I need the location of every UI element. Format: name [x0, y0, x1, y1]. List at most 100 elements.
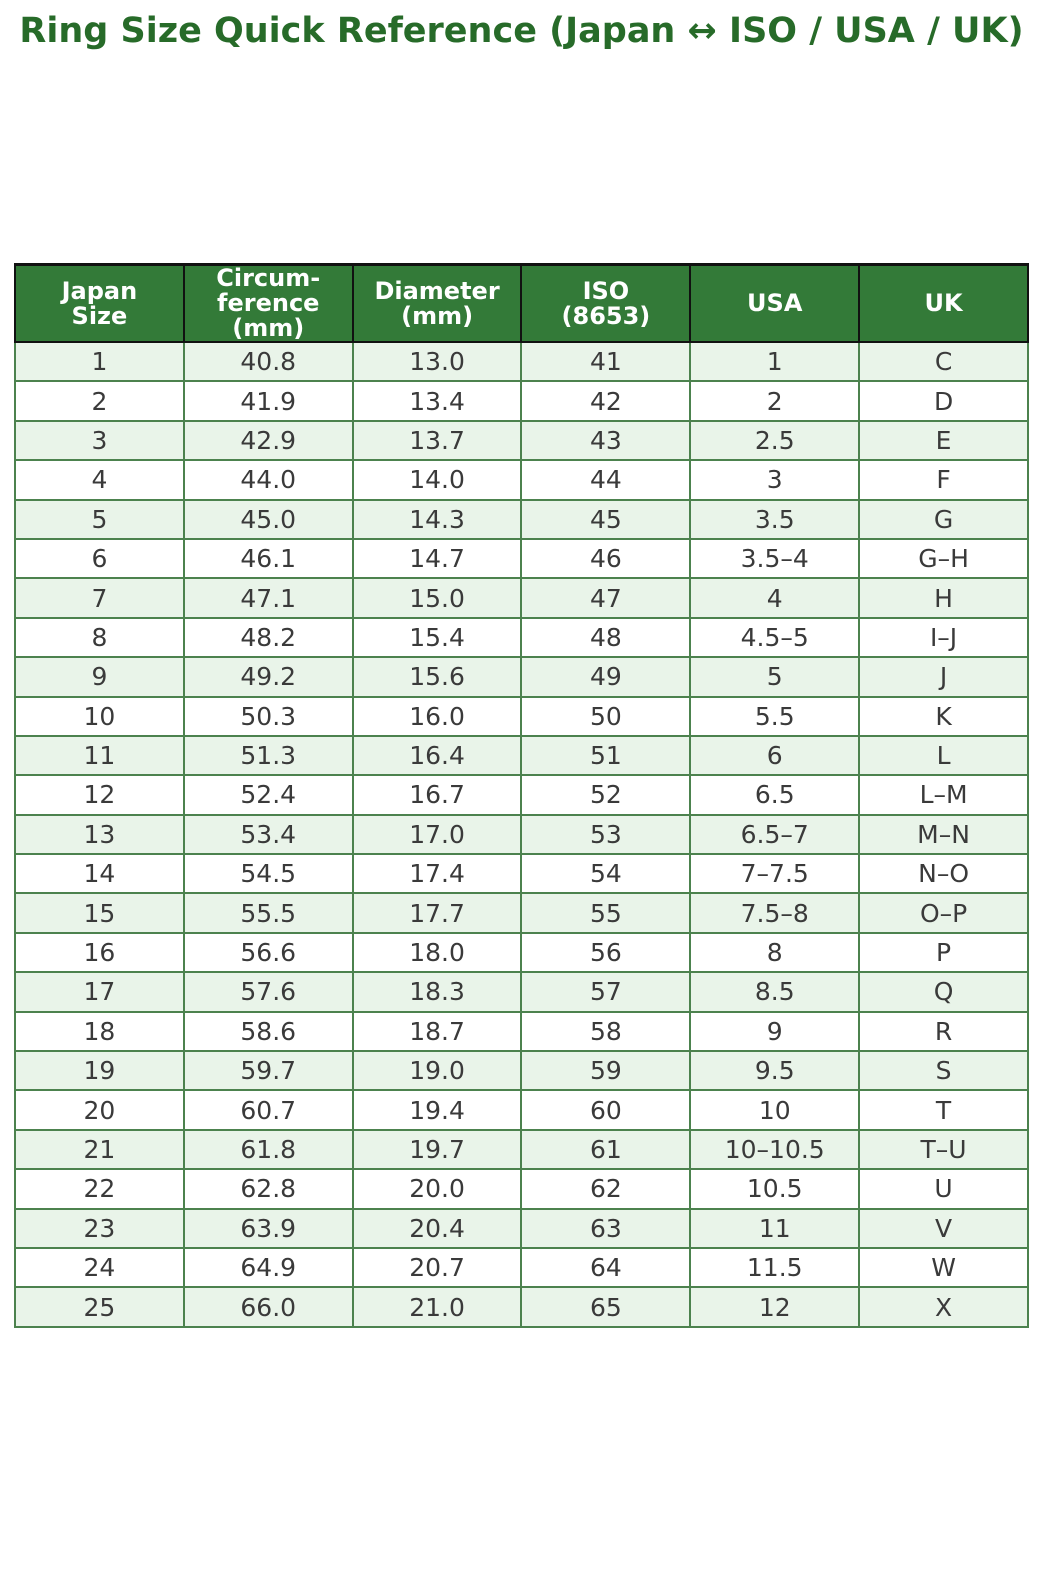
cell-uk: X — [858, 1286, 1029, 1328]
cell-uk: T — [858, 1089, 1029, 1131]
table-row: 10 50.3 16.0 50 5.5 K — [14, 695, 1029, 737]
cell-usa: 10–10.5 — [689, 1128, 861, 1171]
cell-circumference-mm: 48.2 — [182, 616, 354, 659]
table-body: 1 40.8 13.0 41 1 C 2 41.9 13.4 42 2 D 3 42.9 13.7 43 2.5… — [14, 340, 1029, 1328]
cell-circumference-mm: 51.3 — [182, 734, 354, 777]
table-header: Japan Size Circum- ference (mm) Diameter (… — [14, 263, 1029, 343]
page-title: Ring Size Quick Reference (Japan ↔ ISO /… — [19, 11, 1024, 51]
cell-uk: S — [858, 1050, 1029, 1092]
cell-iso-8653: 59 — [520, 1050, 692, 1092]
cell-iso-8653: 60 — [520, 1089, 692, 1131]
cell-iso-8653: 43 — [520, 419, 692, 462]
cell-iso-8653: 57 — [520, 971, 692, 1013]
cell-diameter-mm: 14.3 — [351, 498, 523, 540]
cell-diameter-mm: 16.0 — [351, 695, 523, 737]
table-row: 15 55.5 17.7 55 7.5–8 O–P — [14, 892, 1029, 934]
column-header-iso-8653: ISO (8653) — [520, 263, 692, 343]
table-row: 6 46.1 14.7 46 3.5–4 G–H — [14, 537, 1029, 580]
cell-usa: 3.5–4 — [689, 537, 861, 580]
table-row: 13 53.4 17.0 53 6.5–7 M–N — [14, 813, 1029, 856]
cell-circumference-mm: 54.5 — [182, 853, 354, 895]
cell-usa: 6.5 — [689, 774, 861, 816]
cell-japan-size: 22 — [14, 1168, 185, 1210]
cell-japan-size: 9 — [14, 656, 185, 698]
cell-diameter-mm: 13.7 — [351, 419, 523, 462]
table-row: 17 57.6 18.3 57 8.5 Q — [14, 971, 1029, 1013]
table-row: 20 60.7 19.4 60 10 T — [14, 1089, 1029, 1131]
cell-diameter-mm: 16.4 — [351, 734, 523, 777]
cell-usa: 1 — [689, 340, 861, 383]
cell-diameter-mm: 17.7 — [351, 892, 523, 934]
cell-diameter-mm: 21.0 — [351, 1286, 523, 1328]
cell-iso-8653: 53 — [520, 813, 692, 856]
cell-diameter-mm: 17.0 — [351, 813, 523, 856]
cell-japan-size: 18 — [14, 1010, 185, 1053]
cell-japan-size: 23 — [14, 1207, 185, 1249]
cell-uk: N–O — [858, 853, 1029, 895]
cell-circumference-mm: 55.5 — [182, 892, 354, 934]
cell-circumference-mm: 62.8 — [182, 1168, 354, 1210]
cell-japan-size: 12 — [14, 774, 185, 816]
cell-diameter-mm: 15.0 — [351, 577, 523, 619]
cell-iso-8653: 51 — [520, 734, 692, 777]
cell-circumference-mm: 57.6 — [182, 971, 354, 1013]
cell-uk: P — [858, 931, 1029, 974]
cell-usa: 8 — [689, 931, 861, 974]
cell-circumference-mm: 47.1 — [182, 577, 354, 619]
cell-iso-8653: 41 — [520, 340, 692, 383]
cell-japan-size: 4 — [14, 459, 185, 501]
cell-uk: M–N — [858, 813, 1029, 856]
cell-diameter-mm: 18.3 — [351, 971, 523, 1013]
cell-circumference-mm: 49.2 — [182, 656, 354, 698]
cell-japan-size: 3 — [14, 419, 185, 462]
column-header-uk: UK — [858, 263, 1029, 343]
cell-usa: 3 — [689, 459, 861, 501]
table-row: 23 63.9 20.4 63 11 V — [14, 1207, 1029, 1249]
cell-circumference-mm: 60.7 — [182, 1089, 354, 1131]
cell-diameter-mm: 13.4 — [351, 380, 523, 422]
cell-usa: 6 — [689, 734, 861, 777]
cell-diameter-mm: 17.4 — [351, 853, 523, 895]
cell-uk: G–H — [858, 537, 1029, 580]
cell-circumference-mm: 50.3 — [182, 695, 354, 737]
cell-iso-8653: 54 — [520, 853, 692, 895]
table-row: 11 51.3 16.4 51 6 L — [14, 734, 1029, 777]
cell-japan-size: 13 — [14, 813, 185, 856]
table-row: 14 54.5 17.4 54 7–7.5 N–O — [14, 853, 1029, 895]
cell-uk: L — [858, 734, 1029, 777]
cell-usa: 9.5 — [689, 1050, 861, 1092]
cell-circumference-mm: 41.9 — [182, 380, 354, 422]
cell-iso-8653: 62 — [520, 1168, 692, 1210]
table-row: 22 62.8 20.0 62 10.5 U — [14, 1168, 1029, 1210]
cell-uk: Q — [858, 971, 1029, 1013]
cell-usa: 6.5–7 — [689, 813, 861, 856]
cell-usa: 2.5 — [689, 419, 861, 462]
cell-diameter-mm: 15.6 — [351, 656, 523, 698]
cell-circumference-mm: 40.8 — [182, 340, 354, 383]
cell-diameter-mm: 14.7 — [351, 537, 523, 580]
cell-uk: F — [858, 459, 1029, 501]
cell-usa: 3.5 — [689, 498, 861, 540]
cell-iso-8653: 64 — [520, 1246, 692, 1289]
cell-japan-size: 19 — [14, 1050, 185, 1092]
cell-iso-8653: 47 — [520, 577, 692, 619]
table-row: 21 61.8 19.7 61 10–10.5 T–U — [14, 1128, 1029, 1171]
table-row: 4 44.0 14.0 44 3 F — [14, 459, 1029, 501]
cell-diameter-mm: 20.0 — [351, 1168, 523, 1210]
cell-circumference-mm: 53.4 — [182, 813, 354, 856]
cell-japan-size: 6 — [14, 537, 185, 580]
cell-diameter-mm: 20.7 — [351, 1246, 523, 1289]
cell-japan-size: 10 — [14, 695, 185, 737]
cell-uk: R — [858, 1010, 1029, 1053]
cell-iso-8653: 52 — [520, 774, 692, 816]
cell-usa: 10 — [689, 1089, 861, 1131]
table-row: 1 40.8 13.0 41 1 C — [14, 340, 1029, 383]
cell-uk: K — [858, 695, 1029, 737]
table-row: 9 49.2 15.6 49 5 J — [14, 656, 1029, 698]
column-header-circumference-mm: Circum- ference (mm) — [182, 263, 354, 343]
cell-usa: 4.5–5 — [689, 616, 861, 659]
table-row: 8 48.2 15.4 48 4.5–5 I–J — [14, 616, 1029, 659]
table-row: 3 42.9 13.7 43 2.5 E — [14, 419, 1029, 462]
cell-circumference-mm: 42.9 — [182, 419, 354, 462]
